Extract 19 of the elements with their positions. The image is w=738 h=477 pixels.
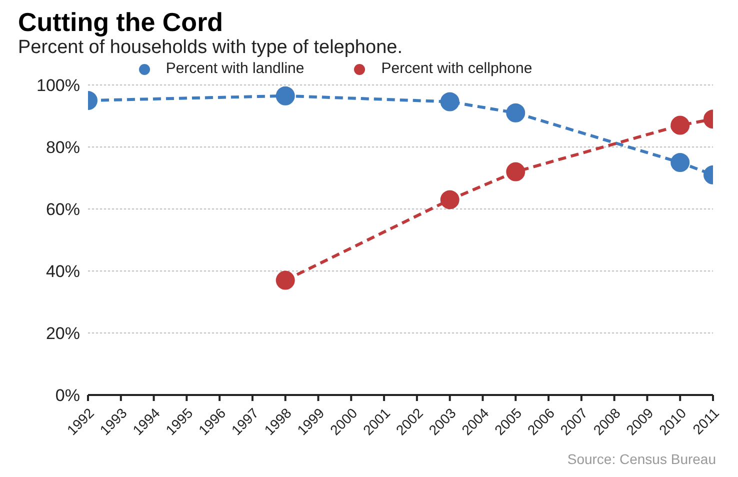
- y-tick-label: 60%: [46, 200, 80, 220]
- y-tick-label: 20%: [46, 324, 80, 344]
- point: [506, 162, 526, 182]
- y-tick-label: 40%: [46, 262, 80, 282]
- legend-label: Percent with cellphone: [381, 60, 532, 77]
- point: [670, 153, 690, 172]
- y-tick-label: 0%: [55, 386, 80, 406]
- chart-title: Cutting the Cord: [18, 7, 224, 37]
- point: [506, 103, 526, 122]
- point: [276, 86, 295, 106]
- point: [440, 190, 460, 210]
- legend-label: Percent with landline: [166, 60, 304, 77]
- y-tick-label: 100%: [36, 76, 80, 96]
- source-note: Source: Census Bureau: [566, 451, 716, 467]
- chart-subtitle: Percent of households with type of telephone.: [18, 36, 404, 60]
- point: [440, 92, 460, 112]
- point: [276, 270, 295, 290]
- point: [670, 116, 690, 135]
- y-tick-label: 80%: [46, 138, 80, 158]
